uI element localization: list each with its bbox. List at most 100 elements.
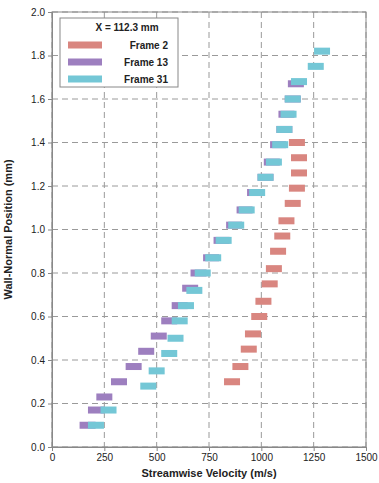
point [276,126,292,133]
legend-swatch [68,42,102,49]
point [249,189,265,196]
grid-line [52,142,366,143]
point [278,217,294,224]
tick-label: 0.4 [31,355,45,366]
point [272,141,288,148]
tick-label: 0.2 [31,398,45,409]
point [186,287,202,294]
plot-frame [52,12,366,447]
tick: 0.0 [31,442,52,453]
point [274,233,290,240]
tick-label: 1000 [251,452,274,463]
point [245,330,261,337]
point [126,363,142,370]
tick-label: 2.0 [31,7,45,18]
point [276,126,292,133]
tick-label: 1.8 [31,50,45,61]
point [308,63,324,70]
point [88,422,104,429]
tick-mark [48,99,52,100]
tick-label: 750 [201,452,218,463]
point [232,363,248,370]
tick: 1.4 [31,137,52,148]
legend-box [60,18,178,87]
series [224,139,307,385]
tick-label: 500 [149,452,166,463]
point [224,378,240,385]
tick-mark [48,404,52,405]
tick: 0.2 [31,398,52,409]
grid [52,12,366,447]
tick-mark [314,447,315,451]
tick-mark [48,143,52,144]
point [178,302,194,309]
tick: 1250 [303,447,326,463]
tick-mark [48,273,52,274]
tick-label: 1500 [355,452,378,463]
tick-mark [48,447,52,448]
point [262,280,278,287]
legend-label: Frame 2 [130,40,169,51]
grid-line [52,186,366,187]
x-axis: 0 250 500 750 1000 1250 1500 [50,447,378,463]
tick-label: 250 [96,452,113,463]
series [80,80,304,428]
point [140,383,156,390]
tick-mark [366,447,367,451]
point [168,335,184,342]
tick: 2.0 [31,7,52,18]
tick-label: 0.6 [31,311,45,322]
point [111,378,127,385]
tick: 1.8 [31,50,52,61]
tick: 0.8 [31,268,52,279]
legend-swatch [68,59,102,66]
point [285,96,301,103]
point [258,174,274,181]
tick: 0.6 [31,311,52,322]
point [266,159,282,166]
point [216,237,232,244]
tick-label: 1.0 [31,224,45,235]
tick-mark [48,186,52,187]
point [285,200,301,207]
tick-label: 0 [50,452,56,463]
point [96,393,112,400]
point [151,333,167,340]
point [291,154,307,161]
legend-label: Frame 13 [124,57,168,68]
plot: 0 250 500 750 1000 1250 1500 0.0 0.2 0.4 0.6 0.8 1.0… [31,7,378,463]
grid-line [52,403,366,404]
tick: 1.2 [31,181,52,192]
point [285,96,301,103]
tick-mark [104,447,105,451]
tick: 1.6 [31,94,52,105]
y-axis: 0.0 0.2 0.4 0.6 0.8 1.0 1.2 1.4 1.6 1.8 2.0 [31,7,52,453]
tick-label: 0.8 [31,268,45,279]
point [251,313,267,320]
tick-mark [48,12,52,13]
tick: 750 [201,447,218,463]
legend: X = 112.3 mmFrame 2Frame 13Frame 31 [60,18,178,87]
point [289,139,305,146]
tick: 250 [96,447,113,463]
point [161,350,177,357]
tick-label: 1250 [303,452,326,463]
grid-line [52,229,366,230]
grid-line [52,99,366,100]
point [239,206,255,213]
point [241,346,257,353]
tick-label: 1.4 [31,137,45,148]
point [270,248,286,255]
grid-line [261,12,262,447]
point [289,185,305,192]
tick: 500 [149,447,166,463]
chart: 0 250 500 750 1000 1250 1500 0.0 0.2 0.4 0.6 0.8 1.0… [0,0,379,483]
tick: 1500 [355,447,378,463]
tick: 0 [50,447,56,463]
axis-line [53,448,367,452]
point [291,169,307,176]
annotation: X = 112.3 mm [95,22,158,33]
tick-mark [157,447,158,451]
point [255,298,271,305]
point [281,111,297,118]
